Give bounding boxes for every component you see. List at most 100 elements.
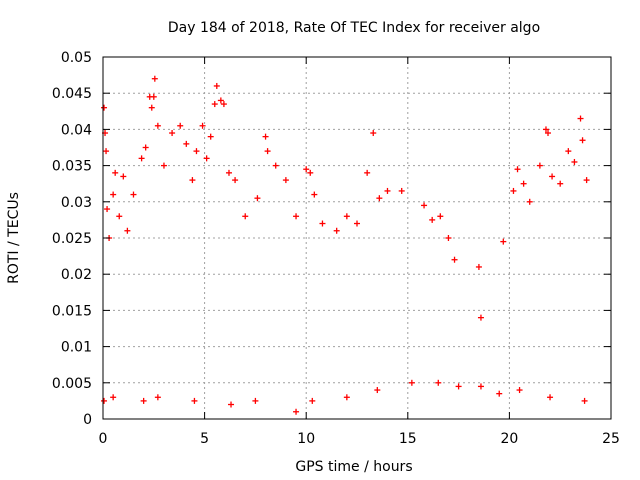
data-point	[514, 166, 521, 173]
x-tick-label: 0	[99, 431, 108, 447]
data-point	[213, 82, 220, 89]
data-point	[319, 220, 326, 227]
data-point	[477, 314, 484, 321]
data-point	[376, 195, 383, 202]
y-axis-label: ROTI / TECUs	[6, 192, 22, 284]
data-point	[189, 177, 196, 184]
data-point	[199, 122, 206, 129]
data-point	[177, 122, 184, 129]
data-point	[398, 187, 405, 194]
data-point	[536, 162, 543, 169]
data-point	[203, 155, 210, 162]
data-point	[150, 93, 157, 100]
data-point	[364, 169, 371, 176]
data-point	[579, 137, 586, 144]
data-point	[232, 177, 239, 184]
data-point	[262, 133, 269, 140]
data-point	[475, 263, 482, 270]
data-point	[101, 104, 108, 111]
data-point	[384, 187, 391, 194]
data-point	[343, 213, 350, 220]
axis-ticks	[102, 56, 612, 420]
data-point	[169, 130, 176, 137]
data-points	[101, 75, 590, 415]
data-point	[520, 180, 527, 187]
y-tick-label: 0.005	[52, 376, 92, 392]
y-tick-label: 0.04	[61, 122, 92, 138]
data-point	[154, 122, 161, 129]
data-point	[516, 387, 523, 394]
data-point	[303, 166, 310, 173]
data-point	[154, 394, 161, 401]
y-tick-label: 0.03	[61, 195, 92, 211]
data-point	[103, 148, 110, 155]
x-tick-label: 10	[297, 431, 315, 447]
data-point	[542, 126, 549, 133]
data-point	[191, 397, 198, 404]
y-tick-label: 0.05	[61, 50, 92, 66]
y-tick-label: 0.02	[61, 267, 92, 283]
y-tick-label: 0.015	[52, 303, 92, 319]
data-point	[151, 75, 158, 82]
x-tick-label: 15	[399, 431, 417, 447]
data-point	[307, 169, 314, 176]
data-point	[116, 213, 123, 220]
data-point	[254, 195, 261, 202]
data-point	[451, 256, 458, 263]
data-point	[374, 387, 381, 394]
data-point	[455, 383, 462, 390]
data-point	[225, 169, 232, 176]
data-point	[309, 397, 316, 404]
data-point	[545, 130, 552, 137]
x-tick-label: 5	[200, 431, 209, 447]
data-point	[549, 173, 556, 180]
data-point	[160, 162, 167, 169]
data-point	[370, 130, 377, 137]
data-point	[110, 394, 117, 401]
y-tick-label: 0.01	[61, 340, 92, 356]
x-tick-label: 20	[500, 431, 518, 447]
x-axis-label: GPS time / hours	[295, 459, 412, 475]
y-tick-label: 0.035	[52, 159, 92, 175]
data-point	[571, 158, 578, 165]
grid-lines	[103, 57, 611, 419]
data-point	[104, 206, 111, 213]
data-point	[120, 173, 127, 180]
data-point	[583, 177, 590, 184]
data-point	[220, 101, 227, 108]
data-point	[581, 397, 588, 404]
data-point	[496, 390, 503, 397]
data-point	[282, 177, 289, 184]
data-point	[138, 155, 145, 162]
data-point	[272, 162, 279, 169]
data-point	[421, 202, 428, 209]
data-point	[437, 213, 444, 220]
data-point	[435, 379, 442, 386]
data-point	[557, 180, 564, 187]
data-point	[429, 216, 436, 223]
data-point	[193, 148, 200, 155]
y-tick-label: 0.045	[52, 86, 92, 102]
data-point	[110, 191, 117, 198]
data-point	[217, 97, 224, 104]
data-point	[228, 401, 235, 408]
data-point	[112, 169, 119, 176]
data-point	[130, 191, 137, 198]
data-point	[242, 213, 249, 220]
data-point	[408, 379, 415, 386]
data-point	[252, 397, 259, 404]
data-point	[565, 148, 572, 155]
data-point	[124, 227, 131, 234]
data-point	[333, 227, 340, 234]
data-point	[354, 220, 360, 227]
data-point	[142, 144, 149, 151]
chart-title: Day 184 of 2018, Rate Of TEC Index for r…	[168, 20, 540, 36]
y-tick-label: 0.025	[52, 231, 92, 247]
data-point	[264, 148, 271, 155]
data-point	[148, 104, 155, 111]
data-point	[311, 191, 318, 198]
data-point	[500, 238, 507, 245]
data-point	[577, 115, 584, 122]
data-point	[343, 394, 350, 401]
